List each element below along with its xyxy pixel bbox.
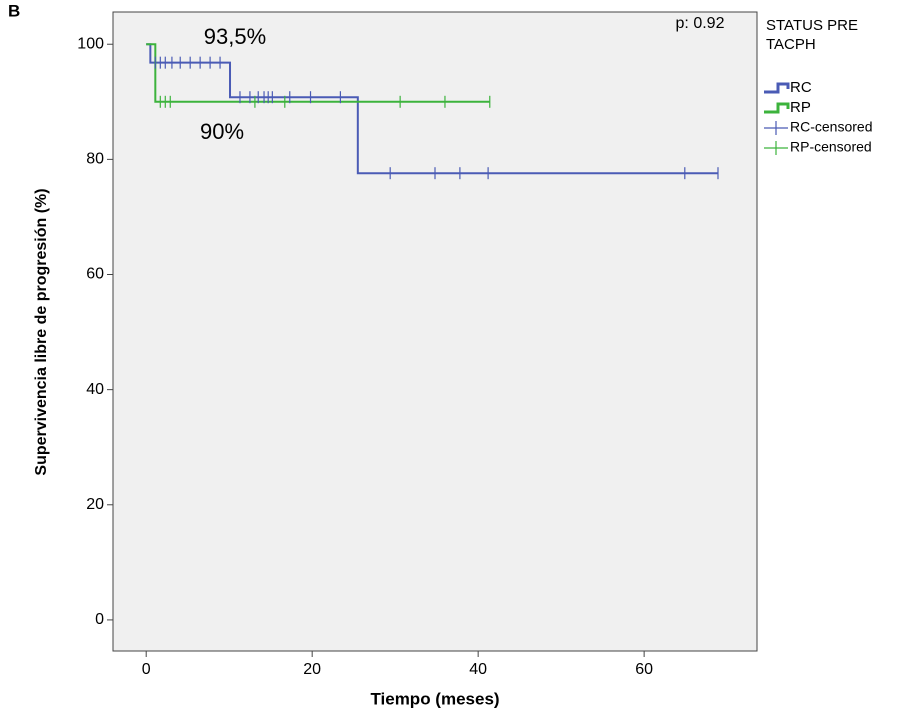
x-tick-label: 60	[635, 661, 653, 678]
legend-label: RP	[790, 99, 811, 116]
y-tick-label: 0	[95, 611, 104, 628]
y-tick-label: 100	[77, 35, 104, 52]
panel-label: B	[8, 1, 20, 20]
legend-swatch	[764, 82, 790, 94]
x-tick-label: 0	[142, 661, 151, 678]
legend-swatch	[764, 102, 790, 114]
y-tick-label: 60	[86, 266, 104, 283]
legend-swatch	[764, 121, 788, 135]
legend-label: RP-censored	[790, 139, 872, 155]
survival-curve	[146, 43, 718, 175]
x-axis-label: Tiempo (meses)	[370, 689, 499, 708]
legend-label: RC	[790, 79, 812, 96]
y-tick-label: 20	[86, 496, 104, 513]
x-tick-label: 20	[303, 661, 321, 678]
plot-area	[112, 11, 758, 652]
y-axis-label: Supervivencia libre de progresión (%)	[33, 188, 50, 475]
legend-title: STATUS PRE TACPH	[766, 17, 858, 53]
x-tick-label: 40	[469, 661, 487, 678]
survival-curve	[146, 43, 490, 103]
y-tick-label: 40	[86, 381, 104, 398]
legend-label: RC-censored	[790, 119, 872, 135]
y-tick-label: 80	[86, 151, 104, 168]
legend-swatch	[764, 141, 788, 155]
annotation: p: 0.92	[676, 15, 725, 32]
annotation: 90%	[200, 119, 244, 144]
annotation: 93,5%	[204, 24, 266, 49]
